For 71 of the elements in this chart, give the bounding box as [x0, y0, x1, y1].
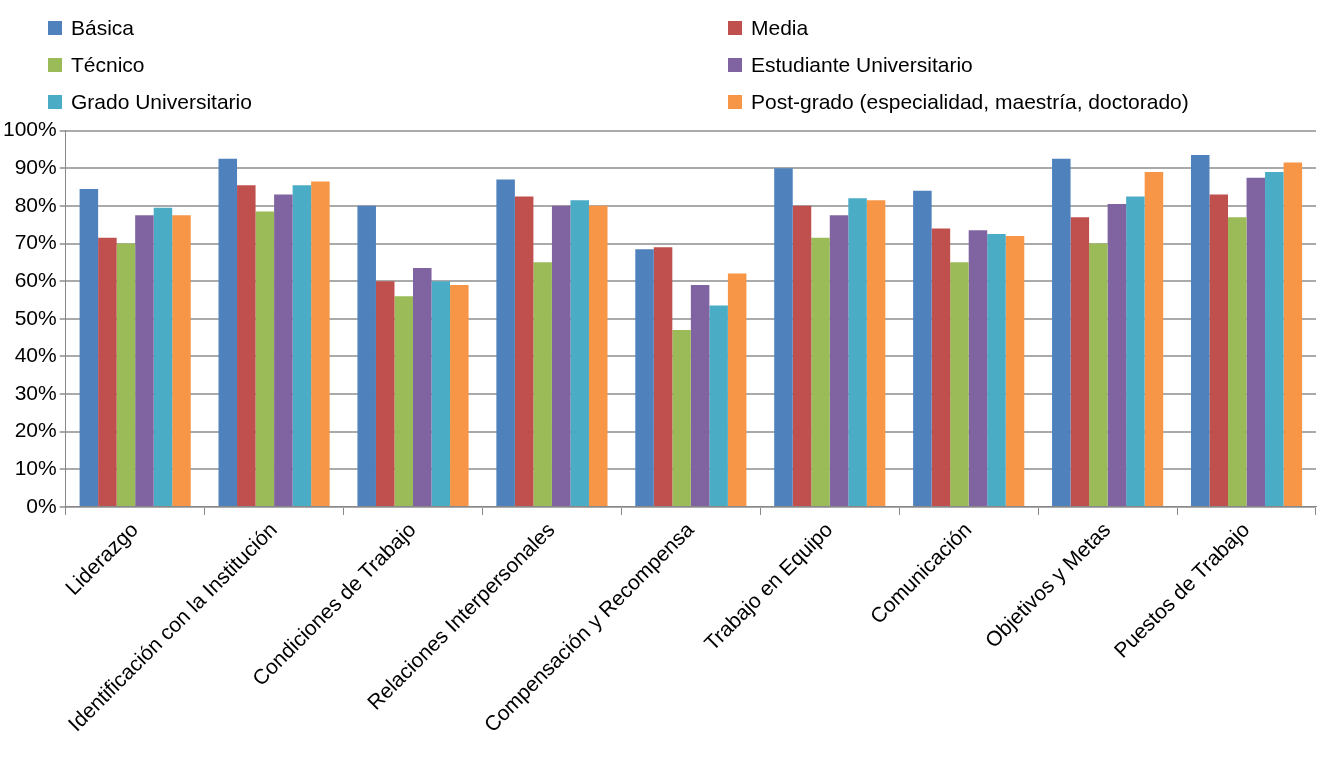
bar: [292, 185, 312, 506]
bar: [1228, 217, 1247, 506]
bar: [774, 168, 793, 506]
bar: [866, 200, 886, 506]
legend-label: Básica: [71, 15, 135, 40]
bar: [1246, 177, 1266, 506]
y-tick-label: 50%: [14, 305, 57, 329]
bar: [237, 185, 256, 506]
y-tick-label: 40%: [14, 343, 57, 367]
bar: [570, 200, 589, 506]
bar: [172, 215, 191, 506]
bar: [1052, 158, 1071, 506]
bar: [79, 188, 99, 506]
bar: [116, 243, 136, 506]
bar: [274, 194, 293, 506]
legend-label: Grado Universitario: [71, 89, 252, 114]
bar: [588, 205, 608, 506]
bar: [913, 190, 932, 506]
bar: [653, 247, 673, 506]
bar: [153, 207, 173, 506]
bar: [987, 234, 1006, 506]
bar: [533, 262, 552, 506]
y-tick-label: 100%: [2, 117, 57, 141]
bar: [635, 249, 654, 506]
bar: [1209, 194, 1229, 506]
bar: [1144, 172, 1164, 506]
bar: [1190, 155, 1210, 506]
bar: [413, 267, 432, 506]
bar: [709, 305, 728, 506]
bar: [848, 198, 867, 506]
legend-label: Media: [751, 15, 809, 40]
bar: [1089, 243, 1108, 506]
y-tick-label: 30%: [14, 380, 57, 404]
bar: [1005, 235, 1025, 506]
bar: [1283, 162, 1303, 506]
bar: [968, 230, 988, 506]
y-tick-label: 10%: [14, 456, 57, 480]
y-tick-label: 70%: [14, 230, 57, 254]
bar: [450, 284, 469, 506]
bar: [394, 296, 414, 506]
y-tick-label: 20%: [14, 418, 57, 442]
bar: [496, 179, 515, 506]
bar: [218, 158, 238, 506]
bar: [931, 228, 951, 506]
legend-label: Técnico: [71, 52, 145, 77]
bar: [98, 237, 117, 506]
bar: [551, 205, 571, 506]
y-tick-label: 80%: [14, 192, 57, 216]
bar: [255, 211, 275, 506]
bar: [792, 205, 812, 506]
y-tick-label: 0%: [26, 493, 57, 517]
y-tick-label: 60%: [14, 267, 57, 291]
bar: [727, 273, 747, 506]
bar: [672, 330, 691, 506]
bar: [357, 205, 376, 506]
bar: [375, 281, 395, 506]
bar: [1070, 217, 1090, 506]
legend-label: Post-grado (especialidad, maestría, doctorado): [751, 89, 1189, 114]
bar: [135, 215, 154, 506]
bar: [1126, 196, 1145, 506]
bar: [1265, 172, 1284, 506]
y-tick-label: 90%: [14, 155, 57, 179]
bar: [431, 281, 451, 506]
legend-label: Estudiante Universitario: [751, 52, 973, 77]
bar: [1107, 203, 1127, 506]
bar: [811, 237, 830, 506]
bar: [311, 181, 330, 506]
bar: [950, 262, 969, 506]
bar: [514, 196, 534, 506]
bar: [829, 215, 849, 506]
bar: [690, 284, 710, 506]
